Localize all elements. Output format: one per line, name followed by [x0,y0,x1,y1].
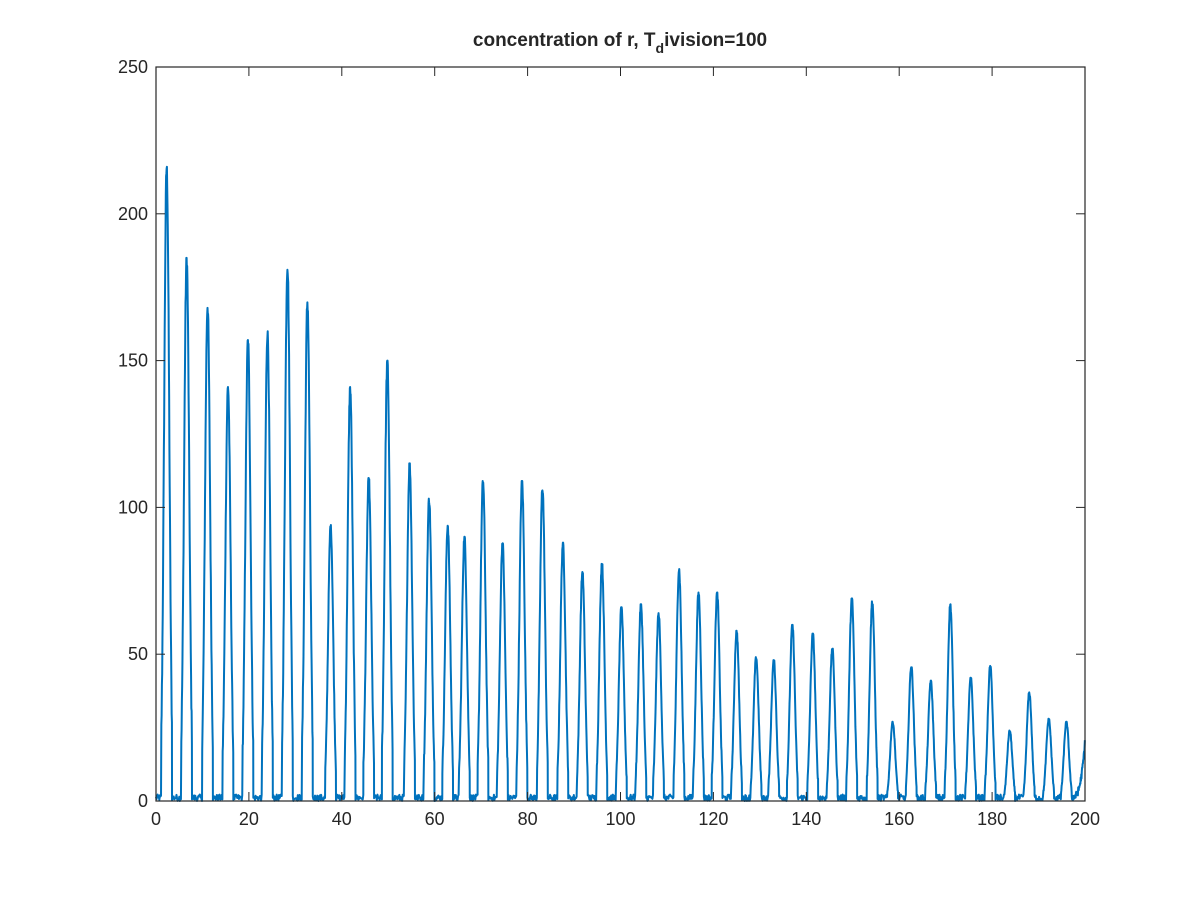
y-tick-labels: 0 50 100 150 200 250 [118,57,148,811]
x-tick-label: 60 [425,809,445,829]
x-tick-label: 140 [791,809,821,829]
y-tick-label: 50 [128,644,148,664]
y-tick-label: 250 [118,57,148,77]
x-tick-label: 20 [239,809,259,829]
chart-title-rest: ivision=100 [664,30,767,51]
series-line [155,165,1086,802]
y-tick-label: 0 [138,791,148,811]
y-tick-label: 150 [118,351,148,371]
x-tick-label: 100 [605,809,635,829]
x-tick-label: 160 [884,809,914,829]
x-tick-label: 40 [332,809,352,829]
x-tick-labels: 0 20 40 60 80 100 120 140 160 180 200 [151,809,1100,829]
chart-title: concentration of r, Tdivision=100 [473,30,767,56]
x-tick-label: 80 [518,809,538,829]
x-tick-label: 0 [151,809,161,829]
series-layer [155,165,1086,802]
x-tick-label: 200 [1070,809,1100,829]
x-tick-label: 120 [698,809,728,829]
y-tick-label: 200 [118,204,148,224]
y-tick-label: 100 [118,497,148,517]
chart-title-subscript: d [656,40,665,56]
axes-box [155,66,1086,802]
chart-title-main: concentration of r, T [473,30,656,51]
x-tick-label: 180 [977,809,1007,829]
